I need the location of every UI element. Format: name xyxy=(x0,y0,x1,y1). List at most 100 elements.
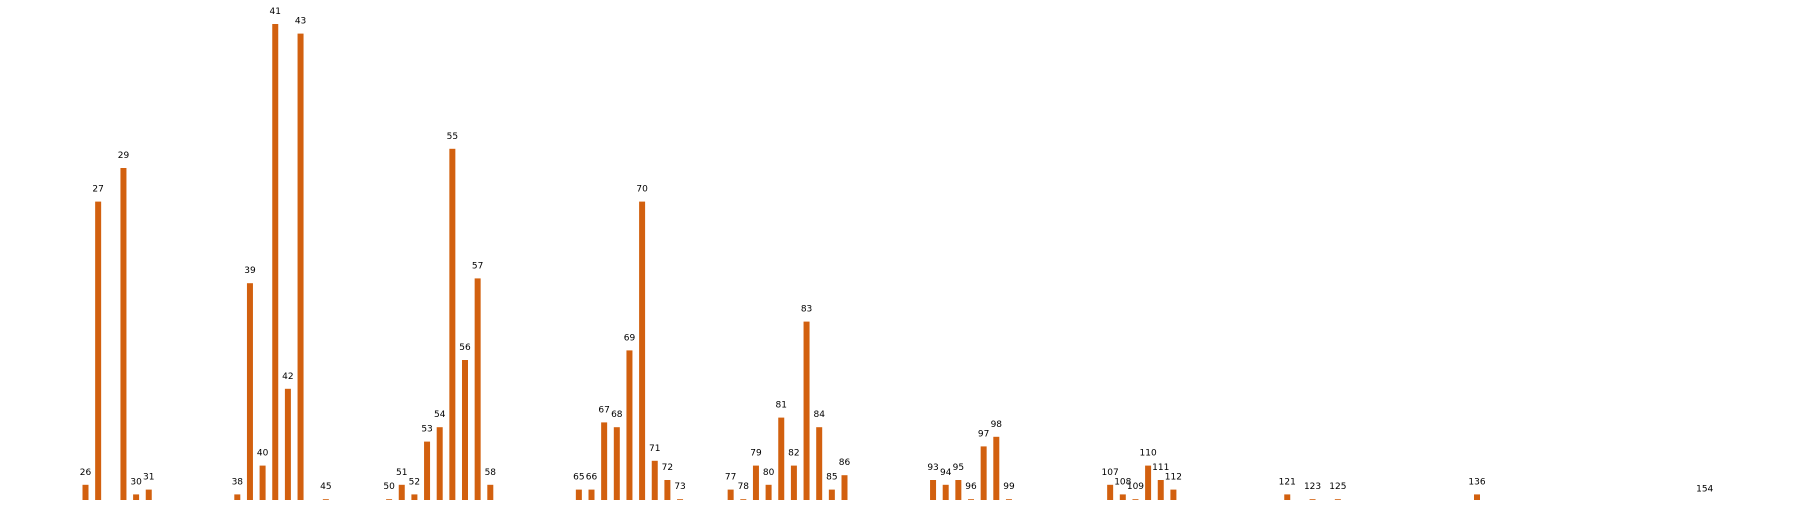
bar-69 xyxy=(626,350,633,504)
bar-label-97: 97 xyxy=(978,429,989,439)
bar-95 xyxy=(955,480,962,504)
bar-136 xyxy=(1474,494,1480,504)
bar-label-43: 43 xyxy=(295,17,306,27)
bar-label-112: 112 xyxy=(1165,473,1182,483)
bar-label-30: 30 xyxy=(130,477,142,487)
bar-label-58: 58 xyxy=(485,468,497,478)
bar-label-29: 29 xyxy=(118,151,130,161)
bar-label-68: 68 xyxy=(611,410,623,420)
bar-label-95: 95 xyxy=(953,463,964,473)
bar-label-79: 79 xyxy=(750,449,762,459)
bar-56 xyxy=(462,360,468,504)
bar-97 xyxy=(980,446,987,504)
bar-label-84: 84 xyxy=(813,410,825,420)
bar-112 xyxy=(1170,489,1177,504)
bar-111 xyxy=(1157,480,1164,504)
bar-93 xyxy=(930,480,937,504)
bar-98 xyxy=(993,436,1000,504)
bar-label-39: 39 xyxy=(244,266,256,276)
bar-65 xyxy=(575,489,582,504)
bar-label-96: 96 xyxy=(965,482,977,492)
bar-52 xyxy=(411,494,418,504)
bar-label-38: 38 xyxy=(232,477,244,487)
bar-label-52: 52 xyxy=(409,477,420,487)
bar-label-27: 27 xyxy=(92,185,103,195)
bar-label-136: 136 xyxy=(1468,477,1485,487)
bar-label-107: 107 xyxy=(1102,468,1119,478)
bar-40 xyxy=(259,465,266,504)
bar-label-31: 31 xyxy=(143,473,154,483)
bar-57 xyxy=(474,278,481,504)
bar-label-125: 125 xyxy=(1329,482,1346,492)
bar-label-110: 110 xyxy=(1140,449,1157,459)
bar-68 xyxy=(613,427,620,504)
bar-86 xyxy=(841,475,848,504)
bar-label-78: 78 xyxy=(738,482,750,492)
bar-label-67: 67 xyxy=(598,405,609,415)
bar-38 xyxy=(234,494,241,504)
bar-label-70: 70 xyxy=(636,185,648,195)
bar-67 xyxy=(601,422,608,504)
bar-label-69: 69 xyxy=(624,333,636,343)
bar-53 xyxy=(424,441,431,504)
bar-30 xyxy=(133,494,140,504)
bar-label-109: 109 xyxy=(1127,482,1144,492)
bar-label-26: 26 xyxy=(80,468,92,478)
bar-label-93: 93 xyxy=(927,463,938,473)
bar-70 xyxy=(639,201,646,504)
bar-label-51: 51 xyxy=(396,468,407,478)
bar-82 xyxy=(790,465,797,504)
bar-label-81: 81 xyxy=(776,401,787,411)
bar-label-40: 40 xyxy=(257,449,269,459)
bar-label-41: 41 xyxy=(270,7,281,17)
bar-label-42: 42 xyxy=(282,372,293,382)
bar-label-83: 83 xyxy=(801,305,812,315)
bar-58 xyxy=(487,484,494,504)
bar-label-99: 99 xyxy=(1003,482,1015,492)
bar-label-82: 82 xyxy=(788,449,799,459)
bar-121 xyxy=(1284,494,1291,504)
bar-77 xyxy=(727,489,734,504)
bar-54 xyxy=(436,427,443,504)
bar-107 xyxy=(1107,484,1114,504)
bar-110 xyxy=(1145,465,1152,504)
bar-label-73: 73 xyxy=(674,482,685,492)
bar-label-65: 65 xyxy=(573,473,584,483)
bar-label-86: 86 xyxy=(839,458,851,468)
bar-51 xyxy=(398,484,405,504)
bar-80 xyxy=(765,484,772,504)
bar-71 xyxy=(651,460,658,504)
bar-55 xyxy=(449,148,456,505)
bar-42 xyxy=(284,388,291,504)
bar-label-77: 77 xyxy=(725,473,736,483)
bar-81 xyxy=(778,417,785,504)
bar-39 xyxy=(246,283,253,504)
bar-79 xyxy=(752,465,759,504)
bar-85 xyxy=(828,489,835,504)
bar-41 xyxy=(272,24,279,504)
bar-72 xyxy=(664,480,671,504)
bar-83 xyxy=(803,321,810,504)
bar-label-66: 66 xyxy=(586,473,598,483)
bar-94 xyxy=(942,484,949,504)
bar-label-94: 94 xyxy=(940,468,952,478)
bar-label-50: 50 xyxy=(383,482,395,492)
bar-84 xyxy=(816,427,823,504)
bar-43 xyxy=(297,33,304,504)
bar-label-71: 71 xyxy=(649,444,660,454)
bar-label-85: 85 xyxy=(826,473,837,483)
bar-29 xyxy=(120,168,127,504)
bar-label-54: 54 xyxy=(434,410,446,420)
bar-108 xyxy=(1119,494,1126,504)
bar-31 xyxy=(145,489,152,504)
bar-label-55: 55 xyxy=(447,132,458,142)
bar-label-108: 108 xyxy=(1114,477,1131,487)
bar-label-57: 57 xyxy=(472,261,483,271)
bar-26 xyxy=(82,484,89,504)
bar-label-53: 53 xyxy=(421,425,432,435)
bar-label-154: 154 xyxy=(1696,485,1713,495)
bar-66 xyxy=(588,489,595,504)
bar-label-45: 45 xyxy=(320,482,331,492)
